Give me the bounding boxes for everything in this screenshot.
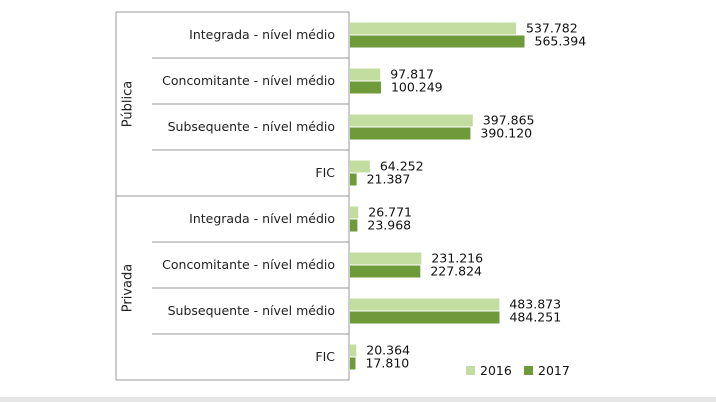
category-label: Subsequente - nível médio xyxy=(168,303,335,318)
value-label: 23.968 xyxy=(367,218,411,233)
value-label: 484.251 xyxy=(509,310,561,325)
category-label: Integrada - nível médio xyxy=(189,211,335,226)
legend-swatch xyxy=(466,366,475,375)
bar-2017 xyxy=(350,357,356,370)
value-label: 231.216 xyxy=(431,251,483,266)
value-label: 64.252 xyxy=(380,159,424,174)
bottom-strip xyxy=(0,397,716,402)
bar-2016 xyxy=(350,160,370,173)
bar-2016 xyxy=(350,206,359,219)
category-label: FIC xyxy=(315,165,335,180)
group-label: Pública xyxy=(121,81,136,127)
bar-2016 xyxy=(350,68,381,81)
legend-label: 2016 xyxy=(480,363,512,378)
value-label: 227.824 xyxy=(430,264,482,279)
bar-2016 xyxy=(350,344,357,357)
bar-2016 xyxy=(350,298,500,311)
bar-2017 xyxy=(350,127,471,140)
value-label: 100.249 xyxy=(391,80,443,95)
value-label: 483.873 xyxy=(509,297,561,312)
category-label: FIC xyxy=(315,349,335,364)
bar-2017 xyxy=(350,81,381,94)
bar-2016 xyxy=(350,252,422,265)
value-label: 390.120 xyxy=(480,126,532,141)
group-label: Privada xyxy=(121,264,136,312)
bar-2017 xyxy=(350,173,357,186)
category-label: Integrada - nível médio xyxy=(189,27,335,42)
value-label: 537.782 xyxy=(526,21,578,36)
legend-swatch xyxy=(524,366,533,375)
value-label: 21.387 xyxy=(367,172,411,187)
value-label: 17.810 xyxy=(365,356,409,371)
bar-2016 xyxy=(350,22,516,35)
category-label: Concomitante - nível médio xyxy=(162,73,335,88)
category-label: Subsequente - nível médio xyxy=(168,119,335,134)
value-label: 97.817 xyxy=(390,67,434,82)
bar-2017 xyxy=(350,311,500,324)
category-label: Concomitante - nível médio xyxy=(162,257,335,272)
value-label: 565.394 xyxy=(535,34,587,49)
bar-2017 xyxy=(350,265,421,278)
bar-2017 xyxy=(350,35,525,48)
bar-2017 xyxy=(350,219,358,232)
bar-2016 xyxy=(350,114,473,127)
value-label: 20.364 xyxy=(366,343,410,358)
value-label: 397.865 xyxy=(483,113,535,128)
legend-label: 2017 xyxy=(538,363,570,378)
value-label: 26.771 xyxy=(368,205,412,220)
